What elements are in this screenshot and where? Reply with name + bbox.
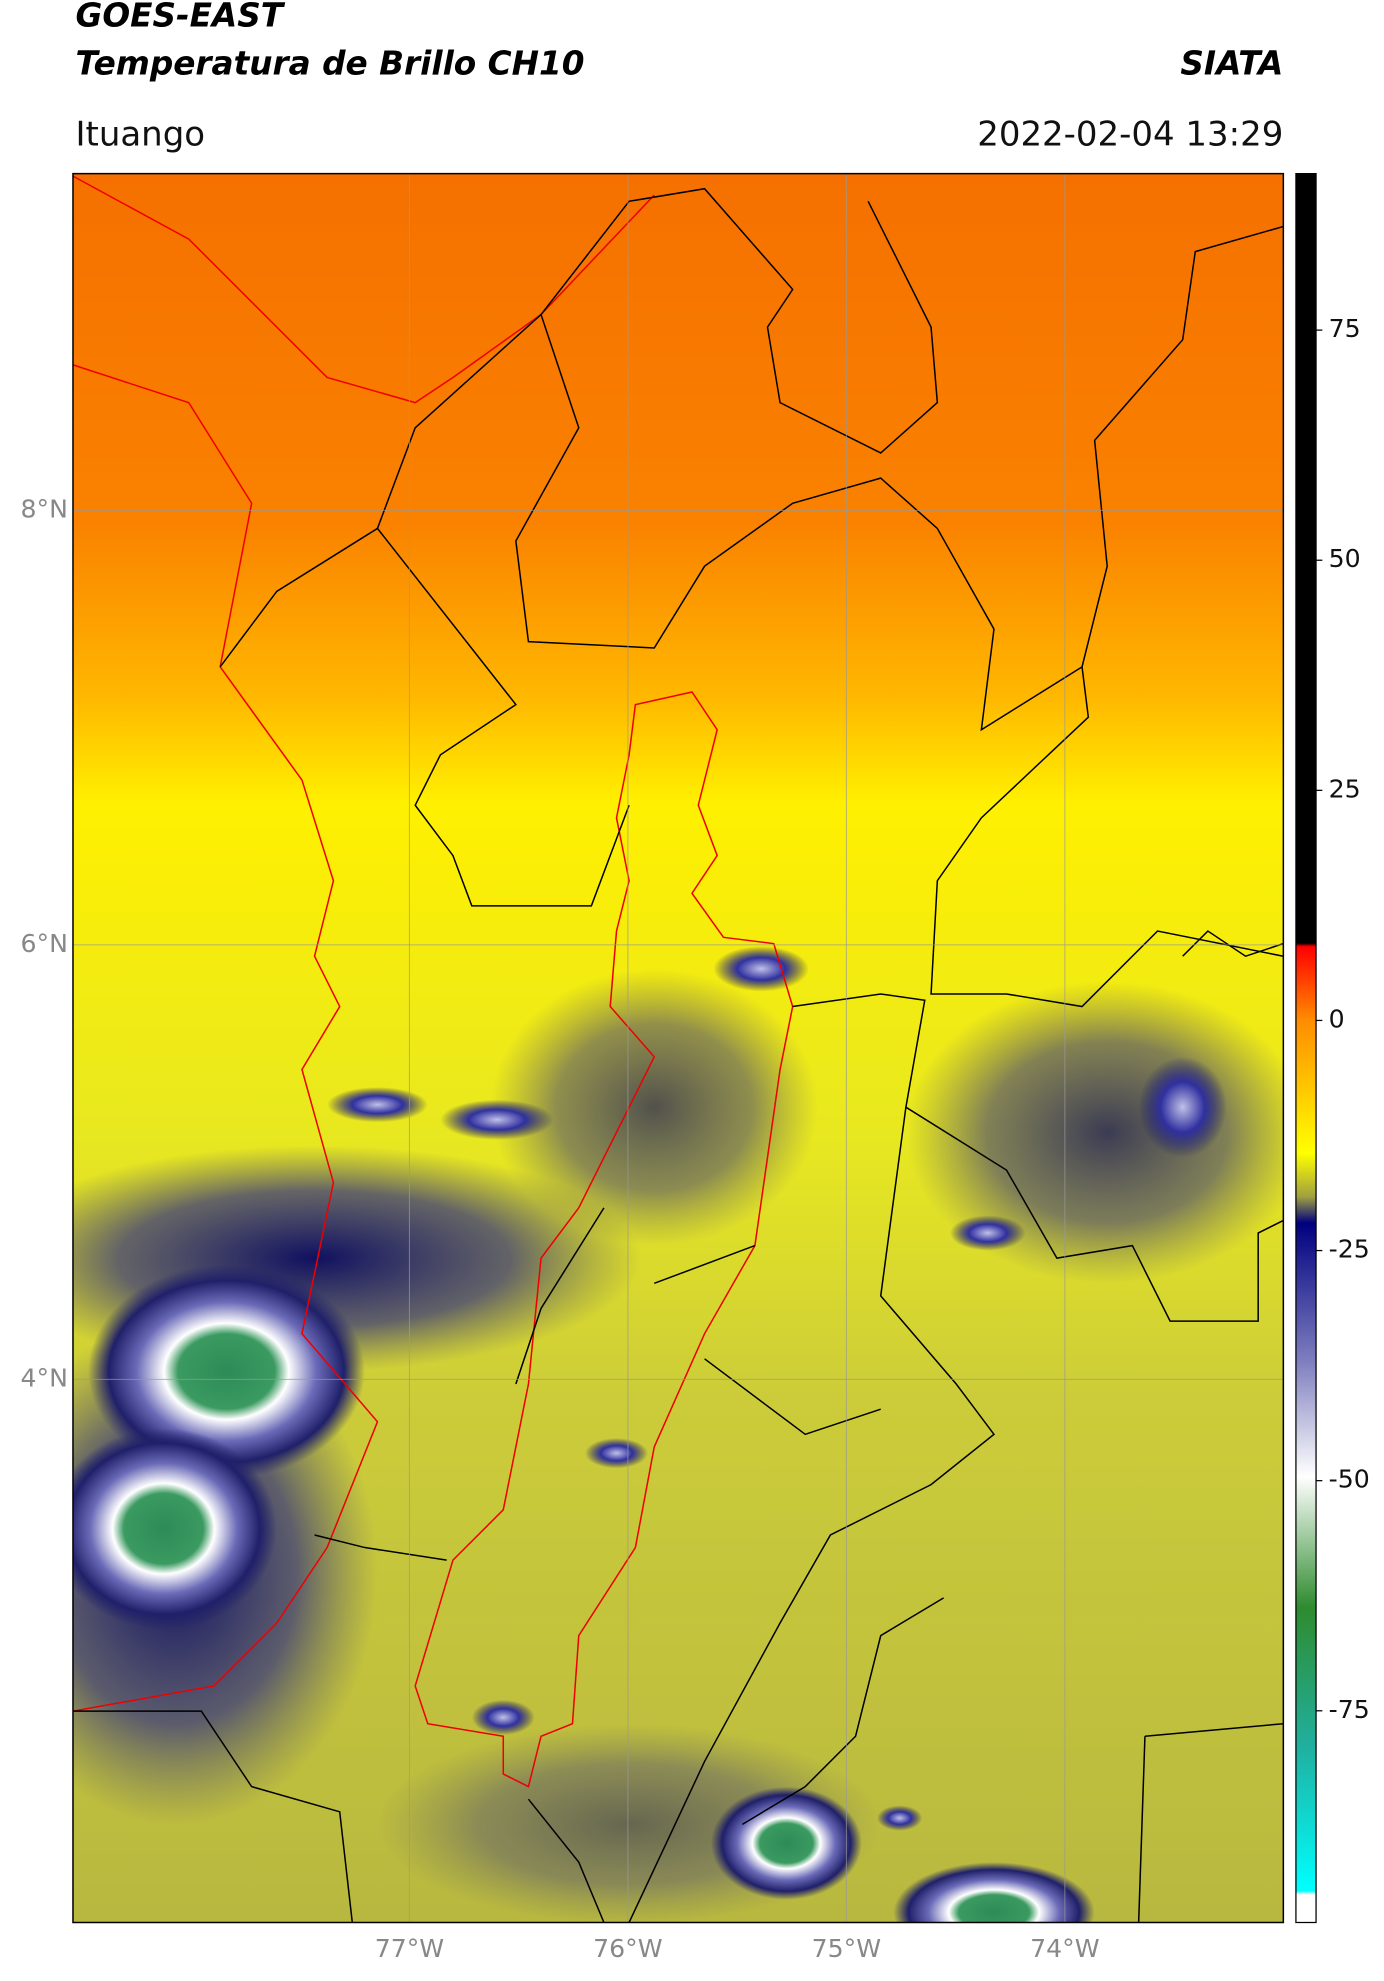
x-tick-label: 75°W — [812, 1934, 882, 1963]
y-tick-label: 4°N — [21, 1363, 68, 1392]
x-tick-label: 77°W — [375, 1934, 445, 1963]
colorbar-tick-label: -50 — [1329, 1465, 1370, 1494]
source: SIATA — [1180, 44, 1283, 82]
x-tick-label: 74°W — [1030, 1934, 1100, 1963]
colorbar-tick-label: 75 — [1329, 314, 1361, 343]
x-tick-label: 76°W — [593, 1934, 663, 1963]
colorbar — [1295, 172, 1317, 1924]
datetime: 2022-02-04 13:29 — [977, 114, 1283, 154]
map-frame — [72, 172, 1285, 1924]
graticule — [72, 173, 1284, 1923]
satellite-image — [72, 173, 1284, 1923]
title: GOES-EAST — [75, 0, 285, 35]
y-tick-label: 8°N — [21, 494, 68, 523]
colorbar-tick-label: 25 — [1329, 774, 1361, 803]
location: Ituango — [75, 114, 205, 154]
y-tick-label: 6°N — [21, 929, 68, 958]
colorbar-tick-label: 50 — [1329, 544, 1361, 573]
colorbar-tick-label: 0 — [1329, 1004, 1345, 1033]
colorbar-tick-label: -75 — [1329, 1695, 1370, 1724]
subtitle: Temperatura de Brillo CH10 — [75, 44, 584, 82]
colorbar-tick-label: -25 — [1329, 1235, 1370, 1264]
